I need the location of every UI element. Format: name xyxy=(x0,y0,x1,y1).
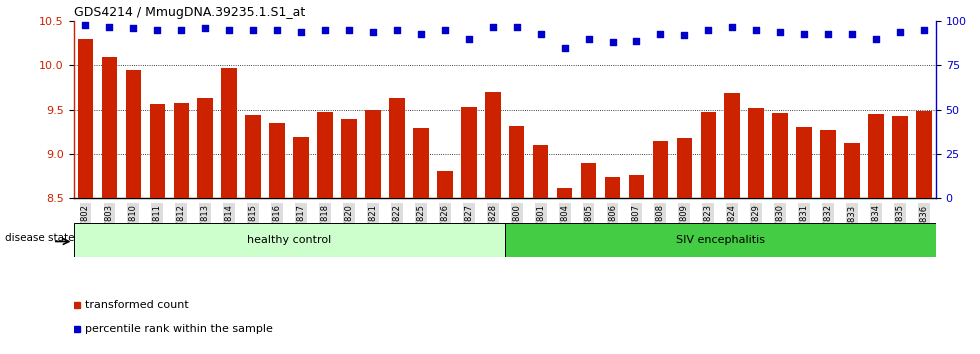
Point xyxy=(749,27,764,33)
Point xyxy=(797,31,812,36)
Bar xyxy=(461,107,476,198)
Bar xyxy=(197,98,213,198)
Bar xyxy=(916,110,932,198)
Bar xyxy=(533,145,549,198)
Point xyxy=(77,22,93,28)
Bar xyxy=(581,163,596,198)
Bar xyxy=(318,112,333,198)
Text: disease state: disease state xyxy=(5,233,74,243)
Bar xyxy=(724,93,740,198)
Bar xyxy=(245,115,261,198)
Bar xyxy=(868,114,884,198)
Point xyxy=(150,27,166,33)
Point xyxy=(485,24,501,29)
Point xyxy=(724,24,740,29)
Bar xyxy=(653,141,668,198)
Bar xyxy=(74,223,505,257)
Point xyxy=(197,25,213,31)
Text: healthy control: healthy control xyxy=(247,235,331,245)
Point xyxy=(293,29,309,35)
Bar xyxy=(844,143,859,198)
Bar xyxy=(150,103,165,198)
Point xyxy=(605,40,620,45)
Bar xyxy=(413,129,428,198)
Point xyxy=(173,27,189,33)
Bar xyxy=(772,113,788,198)
Bar xyxy=(749,108,764,198)
Point xyxy=(557,45,572,51)
Point xyxy=(221,27,237,33)
Bar xyxy=(557,188,572,198)
Point xyxy=(820,31,836,36)
Point xyxy=(461,36,476,42)
Bar xyxy=(628,175,644,198)
Bar xyxy=(389,98,405,198)
Point xyxy=(366,29,381,35)
Bar xyxy=(77,39,93,198)
Point xyxy=(868,36,884,42)
Bar xyxy=(485,92,501,198)
Point xyxy=(892,29,907,35)
Point xyxy=(125,25,141,31)
Point xyxy=(389,27,405,33)
Bar xyxy=(505,223,936,257)
Text: GDS4214 / MmugDNA.39235.1.S1_at: GDS4214 / MmugDNA.39235.1.S1_at xyxy=(74,6,305,19)
Bar xyxy=(437,171,453,198)
Point xyxy=(341,27,357,33)
Bar xyxy=(820,130,836,198)
Point xyxy=(509,24,524,29)
Bar xyxy=(293,137,309,198)
Point xyxy=(844,31,859,36)
Text: percentile rank within the sample: percentile rank within the sample xyxy=(85,324,273,333)
Point xyxy=(318,27,333,33)
Point xyxy=(676,33,692,38)
Point xyxy=(628,38,644,44)
Bar xyxy=(125,70,141,198)
Point xyxy=(653,31,668,36)
Point xyxy=(772,29,788,35)
Point xyxy=(533,31,549,36)
Bar xyxy=(797,127,811,198)
Text: SIV encephalitis: SIV encephalitis xyxy=(676,235,764,245)
Point xyxy=(413,31,428,36)
Point xyxy=(245,27,261,33)
Point xyxy=(270,27,285,33)
Point xyxy=(581,36,597,42)
Bar xyxy=(221,68,237,198)
Point xyxy=(701,27,716,33)
Bar xyxy=(270,123,285,198)
Point xyxy=(437,27,453,33)
Bar xyxy=(366,110,380,198)
Bar xyxy=(102,57,118,198)
Bar xyxy=(676,138,692,198)
Bar xyxy=(892,116,907,198)
Bar xyxy=(341,119,357,198)
Point xyxy=(916,27,932,33)
Text: transformed count: transformed count xyxy=(85,300,189,310)
Point xyxy=(102,24,118,29)
Bar xyxy=(173,103,189,198)
Bar xyxy=(509,126,524,198)
Bar xyxy=(701,112,716,198)
Bar xyxy=(605,177,620,198)
